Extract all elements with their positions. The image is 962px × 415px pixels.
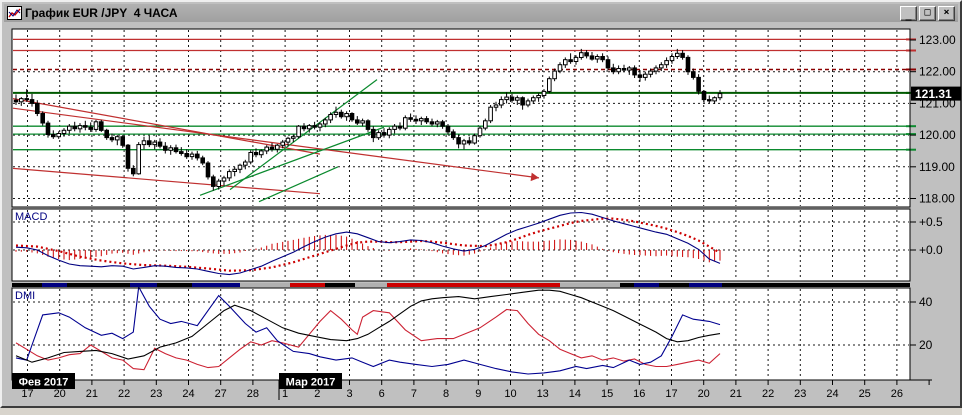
svg-text:25: 25: [859, 388, 871, 400]
svg-text:13: 13: [537, 388, 549, 400]
svg-text:23: 23: [794, 388, 806, 400]
svg-text:17: 17: [665, 388, 677, 400]
svg-text:20: 20: [54, 388, 66, 400]
svg-text:26: 26: [891, 388, 903, 400]
svg-text:8: 8: [443, 388, 449, 400]
svg-text:24: 24: [182, 388, 194, 400]
svg-text:2: 2: [314, 388, 320, 400]
svg-text:Мар 2017: Мар 2017: [286, 377, 336, 389]
svg-text:7: 7: [411, 388, 417, 400]
month-badge: Фев 2017: [12, 373, 75, 389]
svg-text:22: 22: [118, 388, 130, 400]
svg-text:20: 20: [698, 388, 710, 400]
svg-text:21: 21: [730, 388, 742, 400]
macd-indicator: [15, 211, 721, 276]
maximize-button[interactable]: □: [919, 5, 936, 21]
gridlines: [13, 30, 909, 379]
macd-label: MACD: [15, 211, 47, 223]
svg-text:1: 1: [282, 388, 288, 400]
svg-text:3: 3: [346, 388, 352, 400]
svg-text:120.00: 120.00: [919, 128, 956, 142]
svg-text:16: 16: [633, 388, 645, 400]
dmi-indicator: [15, 285, 721, 375]
month-badge: Мар 2017: [279, 373, 342, 389]
svg-text:20: 20: [919, 338, 933, 352]
svg-text:+0.0: +0.0: [919, 243, 943, 257]
minimize-button[interactable]: _: [900, 5, 917, 21]
svg-text:17: 17: [21, 388, 33, 400]
title-bar[interactable]: График EUR /JPY 4 ЧАСА _ □ ×: [4, 4, 958, 22]
window-title: График EUR /JPY 4 ЧАСА: [25, 6, 178, 20]
svg-text:23: 23: [150, 388, 162, 400]
svg-text:Фев 2017: Фев 2017: [19, 377, 69, 389]
time-axis: 17 20 21 22 23 24 27 28 1 2 3 6 7 8 9 10 13 14 15 16 17 20 21 2…: [12, 379, 932, 400]
last-price-badge: 121.31: [911, 86, 961, 101]
svg-text:122.00: 122.00: [919, 65, 956, 79]
svg-text:121.31: 121.31: [915, 87, 952, 101]
trend-color-strip: [12, 283, 910, 287]
price-axis: 123.00122.00121.00120.00119.00118.00+0.5…: [910, 33, 956, 352]
svg-text:22: 22: [762, 388, 774, 400]
candlesticks: [13, 48, 723, 191]
svg-text:14: 14: [569, 388, 581, 400]
svg-text:119.00: 119.00: [919, 160, 955, 174]
svg-text:+0.5: +0.5: [919, 215, 943, 229]
close-button[interactable]: ×: [938, 5, 955, 21]
svg-text:123.00: 123.00: [919, 33, 956, 47]
svg-text:27: 27: [215, 388, 227, 400]
svg-text:6: 6: [379, 388, 385, 400]
svg-text:24: 24: [826, 388, 838, 400]
svg-text:28: 28: [247, 388, 259, 400]
svg-text:21: 21: [86, 388, 98, 400]
trendlines: [12, 79, 540, 203]
dmi-panel: [12, 288, 910, 380]
chart-app-icon: [7, 6, 22, 20]
svg-text:15: 15: [601, 388, 613, 400]
price-levels: [13, 38, 916, 151]
dmi-label: DMI: [15, 290, 35, 302]
window-controls: _ □ ×: [900, 5, 955, 21]
main-price-panel: [12, 29, 910, 207]
svg-text:9: 9: [475, 388, 481, 400]
svg-text:118.00: 118.00: [919, 192, 955, 206]
svg-text:10: 10: [504, 388, 516, 400]
svg-text:40: 40: [919, 295, 933, 309]
